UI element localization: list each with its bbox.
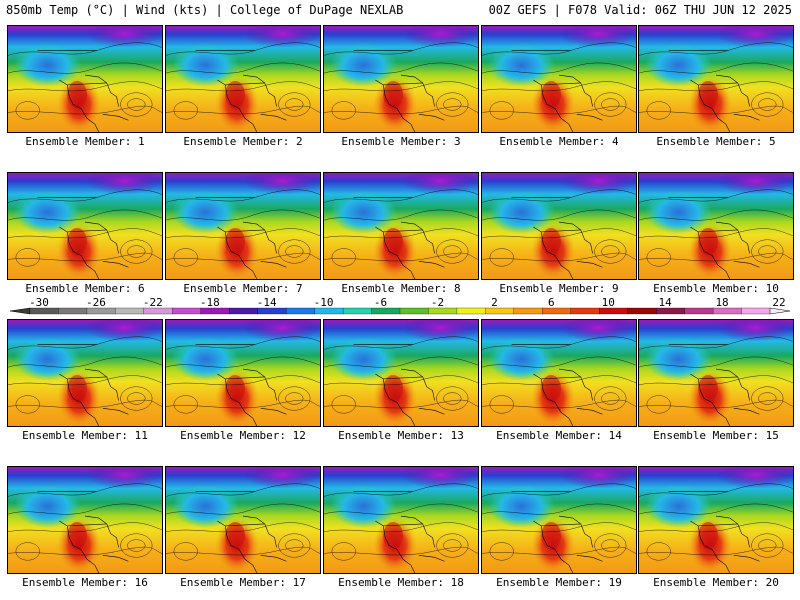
valid-time: 00Z GEFS | F078 Valid: 06Z THU JUN 12 20…: [488, 3, 792, 17]
temperature-colorbar: -30-26-22-18-14-10-6-2261014182226303438…: [9, 297, 791, 315]
ensemble-member-label: Ensemble Member: 18: [338, 576, 464, 589]
colorbar-swatch: [456, 307, 486, 315]
ensemble-map-panel: [7, 25, 163, 133]
ensemble-member-label: Ensemble Member: 2: [183, 135, 303, 148]
ensemble-map-panel: [165, 466, 321, 574]
colorbar-tick-label: 2: [491, 297, 498, 309]
ensemble-member-label: Ensemble Member: 5: [656, 135, 776, 148]
colorbar-swatch: [627, 307, 657, 315]
colorbar-tick-label: 22: [772, 297, 785, 309]
ensemble-map-panel: [638, 25, 794, 133]
colorbar-swatch: [741, 307, 771, 315]
ensemble-member-label: Ensemble Member: 1: [25, 135, 145, 148]
colorbar-tick-label: -10: [314, 297, 334, 309]
colorbar-tick-label: 6: [548, 297, 555, 309]
ensemble-member-label: Ensemble Member: 16: [22, 576, 148, 589]
ensemble-map-panel: [638, 319, 794, 427]
colorbar-swatch: [286, 307, 316, 315]
ensemble-map-panel: [165, 319, 321, 427]
ensemble-member-label: Ensemble Member: 12: [180, 429, 306, 442]
ensemble-map-panel: [323, 172, 479, 280]
ensemble-member-label: Ensemble Member: 11: [22, 429, 148, 442]
colorbar-tick-label: 14: [659, 297, 673, 309]
colorbar-swatch: [684, 307, 714, 315]
colorbar-swatch: [570, 307, 600, 315]
colorbar-swatch: [58, 307, 88, 315]
ensemble-map-panel: [481, 172, 637, 280]
ensemble-member-label: Ensemble Member: 17: [180, 576, 306, 589]
ensemble-member-label: Ensemble Member: 14: [496, 429, 622, 442]
colorbar-tick-label: -14: [257, 297, 277, 309]
colorbar-tick-label: 18: [715, 297, 728, 309]
colorbar-swatch: [342, 307, 372, 315]
ensemble-map-panel: [481, 25, 637, 133]
colorbar-tick-label: 10: [602, 297, 615, 309]
ensemble-member-label: Ensemble Member: 8: [341, 282, 461, 295]
colorbar-tick-label: -26: [86, 297, 106, 309]
colorbar-swatch: [229, 307, 259, 315]
colorbar-swatch: [115, 307, 145, 315]
colorbar-swatch: [399, 307, 429, 315]
ensemble-member-label: Ensemble Member: 20: [653, 576, 779, 589]
ensemble-map-panel: [323, 466, 479, 574]
colorbar-swatch: [172, 307, 202, 315]
ensemble-member-label: Ensemble Member: 13: [338, 429, 464, 442]
colorbar-left-arrow: [9, 307, 31, 315]
colorbar-tick-label: -6: [374, 297, 387, 309]
colorbar-swatch: [513, 307, 543, 315]
ensemble-map-panel: [323, 25, 479, 133]
ensemble-map-panel: [481, 466, 637, 574]
ensemble-member-label: Ensemble Member: 3: [341, 135, 461, 148]
ensemble-map-panel: [481, 319, 637, 427]
ensemble-member-label: Ensemble Member: 6: [25, 282, 145, 295]
ensemble-member-label: Ensemble Member: 4: [499, 135, 619, 148]
ensemble-member-label: Ensemble Member: 9: [499, 282, 619, 295]
ensemble-map-panel: [165, 172, 321, 280]
ensemble-map-panel: [7, 172, 163, 280]
colorbar-tick-label: -30: [29, 297, 49, 309]
ensemble-map-panel: [638, 466, 794, 574]
colorbar-swatch: [542, 307, 572, 315]
ensemble-member-label: Ensemble Member: 7: [183, 282, 303, 295]
colorbar-tick-label: -2: [431, 297, 444, 309]
colorbar-tick-label: -22: [143, 297, 163, 309]
colorbar-swatch: [485, 307, 515, 315]
ensemble-map-panel: [323, 319, 479, 427]
colorbar-right-arrow: [769, 307, 791, 315]
ensemble-map-panel: [165, 25, 321, 133]
ensemble-map-panel: [7, 319, 163, 427]
ensemble-member-label: Ensemble Member: 15: [653, 429, 779, 442]
ensemble-map-panel: [7, 466, 163, 574]
map-title: 850mb Temp (°C) | Wind (kts) | College o…: [6, 3, 404, 17]
ensemble-member-label: Ensemble Member: 19: [496, 576, 622, 589]
colorbar-tick-label: -18: [200, 297, 220, 309]
ensemble-map-panel: [638, 172, 794, 280]
ensemble-member-label: Ensemble Member: 10: [653, 282, 779, 295]
